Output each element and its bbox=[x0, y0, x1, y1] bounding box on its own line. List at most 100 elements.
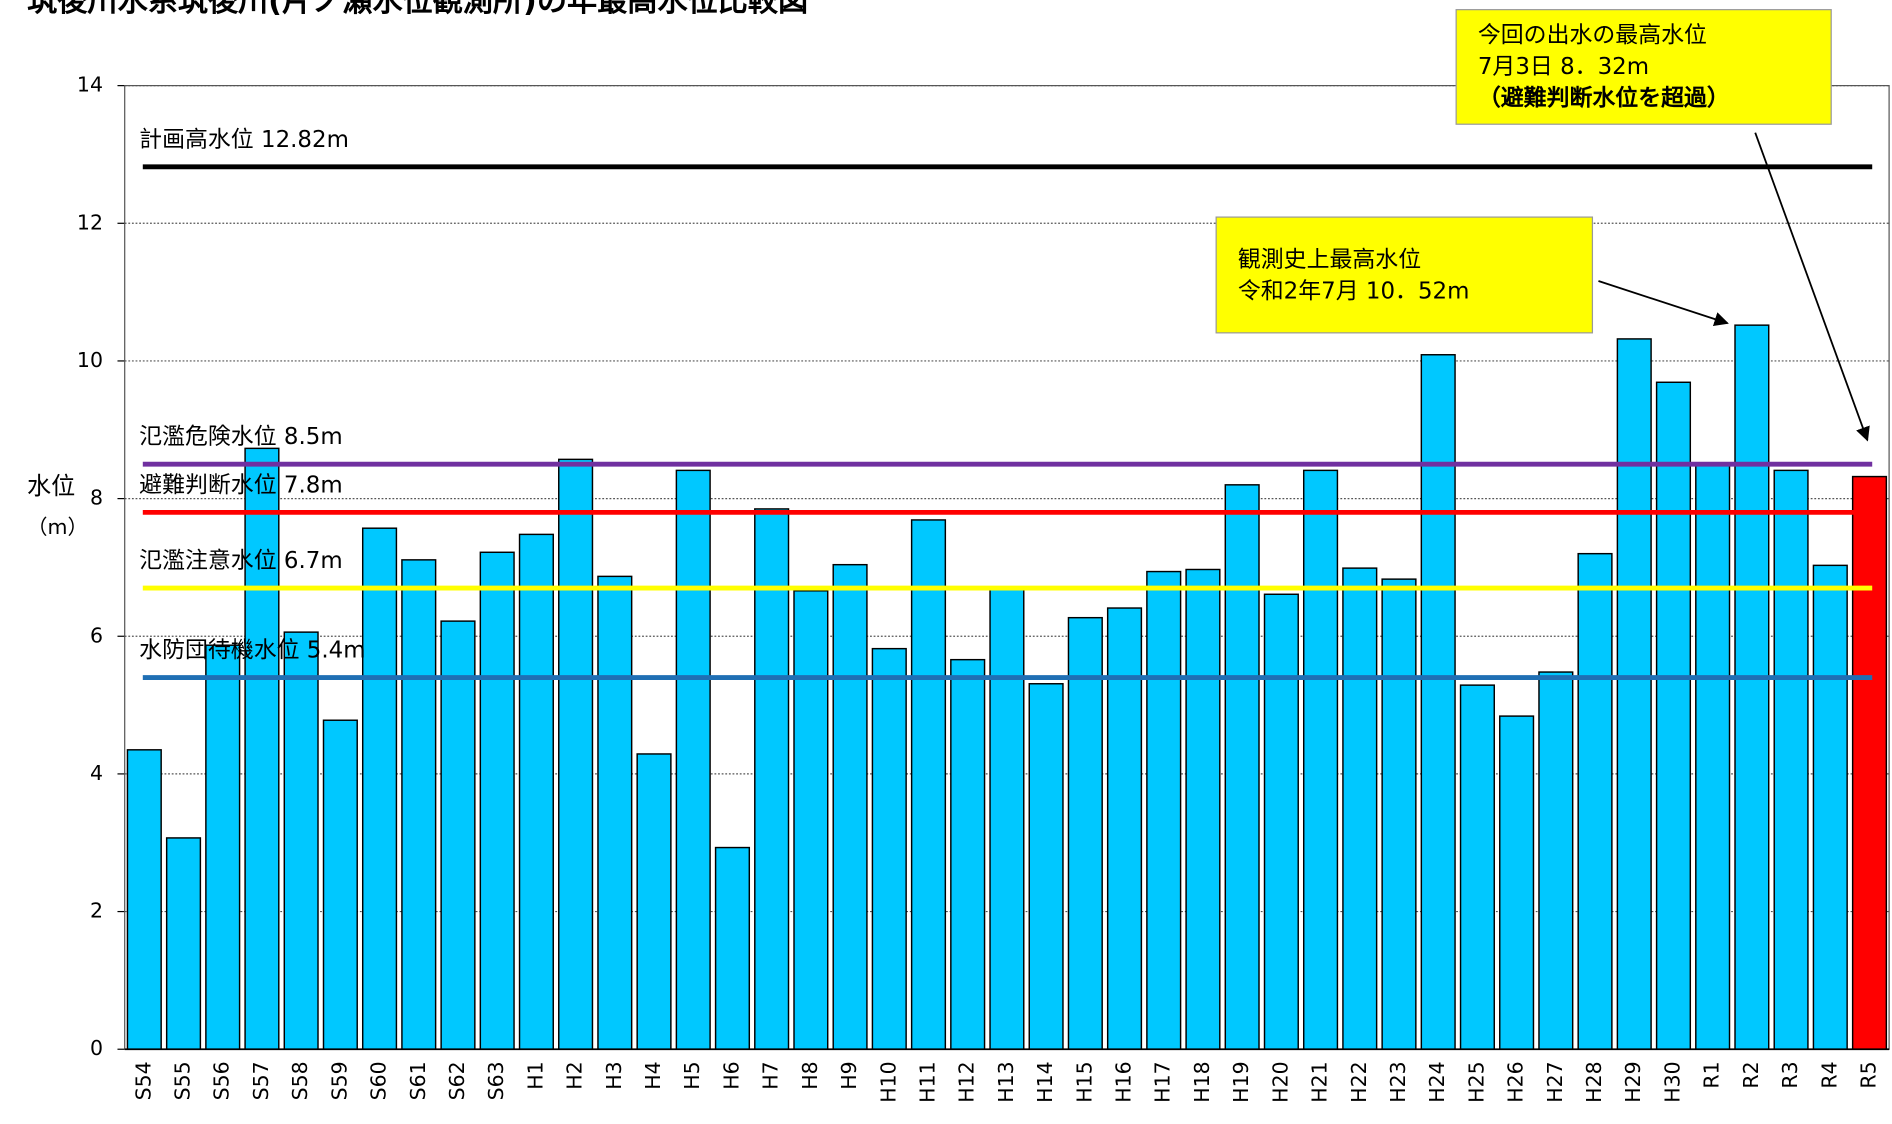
bar bbox=[989, 586, 1025, 1050]
bar bbox=[1812, 564, 1848, 1050]
x-tick-label: H13 bbox=[994, 1061, 1018, 1103]
bar bbox=[1106, 607, 1143, 1050]
x-tick-label: H23 bbox=[1386, 1061, 1410, 1103]
y-tick-label: 14 bbox=[77, 73, 103, 97]
x-tick-label: S54 bbox=[131, 1061, 155, 1100]
bar bbox=[1028, 683, 1064, 1050]
bar bbox=[1224, 484, 1260, 1050]
bar bbox=[479, 551, 515, 1050]
bar bbox=[910, 519, 947, 1050]
y-tick-label: 0 bbox=[90, 1036, 103, 1060]
x-tick-label: H27 bbox=[1543, 1061, 1567, 1103]
bar bbox=[165, 837, 202, 1050]
x-tick-label: H15 bbox=[1072, 1061, 1096, 1103]
annotation-text: 令和2年7月 10．52m bbox=[1238, 278, 1470, 304]
x-tick-label: R3 bbox=[1778, 1061, 1802, 1088]
reference-label: 避難判断水位 7.8m bbox=[139, 472, 342, 498]
x-tick-label: H6 bbox=[719, 1061, 743, 1089]
x-tick-label: H3 bbox=[602, 1061, 626, 1089]
y-axis-unit: （m） bbox=[27, 515, 88, 539]
x-tick-label: R5 bbox=[1856, 1061, 1880, 1088]
y-tick-label: 10 bbox=[77, 348, 103, 372]
bar bbox=[754, 508, 790, 1050]
x-tick-label: H21 bbox=[1308, 1061, 1332, 1103]
y-tick-label: 4 bbox=[90, 761, 103, 785]
x-tick-label: H16 bbox=[1112, 1061, 1136, 1103]
bar bbox=[401, 559, 437, 1050]
annotation-text: 7月3日 8．32m bbox=[1478, 54, 1649, 80]
bar bbox=[1538, 671, 1574, 1050]
reference-label: 計画高水位 12.82m bbox=[139, 127, 349, 153]
x-tick-label: H8 bbox=[798, 1061, 822, 1089]
bar bbox=[597, 575, 633, 1050]
x-tick-label: R4 bbox=[1817, 1061, 1841, 1088]
x-tick-label: H19 bbox=[1229, 1061, 1253, 1103]
x-tick-label: H1 bbox=[523, 1061, 547, 1089]
y-tick-label: 6 bbox=[90, 623, 103, 647]
bar bbox=[793, 590, 829, 1050]
bar bbox=[1420, 354, 1456, 1050]
x-tick-label: S57 bbox=[249, 1061, 273, 1100]
bar bbox=[1146, 570, 1182, 1050]
bar bbox=[1381, 578, 1417, 1050]
y-tick-label: 2 bbox=[90, 899, 103, 923]
x-tick-label: R1 bbox=[1700, 1061, 1724, 1088]
bar bbox=[636, 753, 672, 1050]
bar bbox=[714, 846, 751, 1050]
x-tick-label: H4 bbox=[641, 1061, 665, 1089]
x-tick-label: H17 bbox=[1151, 1061, 1175, 1103]
chart-title: 筑後川水系筑後川(片ノ瀬水位観測所)の年最高水位比較図 bbox=[27, 0, 808, 19]
annotation-arrow bbox=[1754, 132, 1870, 442]
x-tick-label: S63 bbox=[484, 1061, 508, 1100]
x-tick-label: S61 bbox=[406, 1061, 430, 1100]
x-tick-label: H9 bbox=[837, 1061, 861, 1089]
x-tick-label: H29 bbox=[1621, 1061, 1645, 1103]
bar bbox=[1773, 469, 1809, 1050]
reference-label: 水防団待機水位 5.4m bbox=[139, 638, 365, 664]
bar bbox=[1185, 568, 1221, 1050]
bar bbox=[1851, 475, 1888, 1050]
reference-label: 氾濫注意水位 6.7m bbox=[139, 548, 342, 574]
x-tick-label: H25 bbox=[1464, 1061, 1488, 1103]
bar bbox=[950, 658, 986, 1050]
bar bbox=[518, 533, 554, 1050]
x-tick-label: S55 bbox=[171, 1061, 195, 1100]
bar bbox=[205, 644, 241, 1050]
annotation-text: （避難判断水位を超過） bbox=[1478, 84, 1730, 111]
x-tick-label: H2 bbox=[563, 1061, 587, 1089]
x-tick-label: H28 bbox=[1582, 1061, 1606, 1103]
x-tick-label: H30 bbox=[1660, 1061, 1684, 1103]
bar bbox=[1734, 324, 1770, 1050]
annotation-text: 観測史上最高水位 bbox=[1238, 247, 1421, 273]
bar bbox=[1342, 567, 1378, 1050]
bar bbox=[126, 749, 162, 1050]
annotation-box bbox=[1215, 216, 1594, 334]
bar bbox=[244, 447, 280, 1050]
x-tick-label: H20 bbox=[1268, 1061, 1292, 1103]
x-tick-label: S60 bbox=[367, 1061, 391, 1100]
bar bbox=[1616, 338, 1652, 1050]
bar bbox=[832, 563, 868, 1050]
x-tick-label: H18 bbox=[1190, 1061, 1214, 1103]
bar bbox=[361, 527, 398, 1050]
x-tick-label: H5 bbox=[680, 1061, 704, 1089]
x-tick-label: H14 bbox=[1033, 1061, 1057, 1103]
x-tick-label: S56 bbox=[210, 1061, 234, 1100]
x-tick-label: R2 bbox=[1739, 1061, 1763, 1088]
bar bbox=[1263, 593, 1299, 1050]
annotation-text: 今回の出水の最高水位 bbox=[1478, 23, 1707, 49]
reference-label: 氾濫危険水位 8.5m bbox=[139, 424, 342, 450]
annotation-box bbox=[1455, 9, 1832, 125]
bar bbox=[1695, 464, 1731, 1050]
x-tick-label: H12 bbox=[955, 1061, 979, 1103]
bar bbox=[283, 631, 319, 1050]
bar bbox=[1499, 715, 1535, 1050]
x-tick-label: H10 bbox=[876, 1061, 900, 1103]
x-tick-label: H24 bbox=[1425, 1061, 1449, 1103]
x-tick-label: S59 bbox=[327, 1061, 351, 1100]
bar bbox=[1302, 469, 1339, 1050]
bar bbox=[558, 458, 594, 1050]
x-tick-label: H26 bbox=[1504, 1061, 1528, 1103]
